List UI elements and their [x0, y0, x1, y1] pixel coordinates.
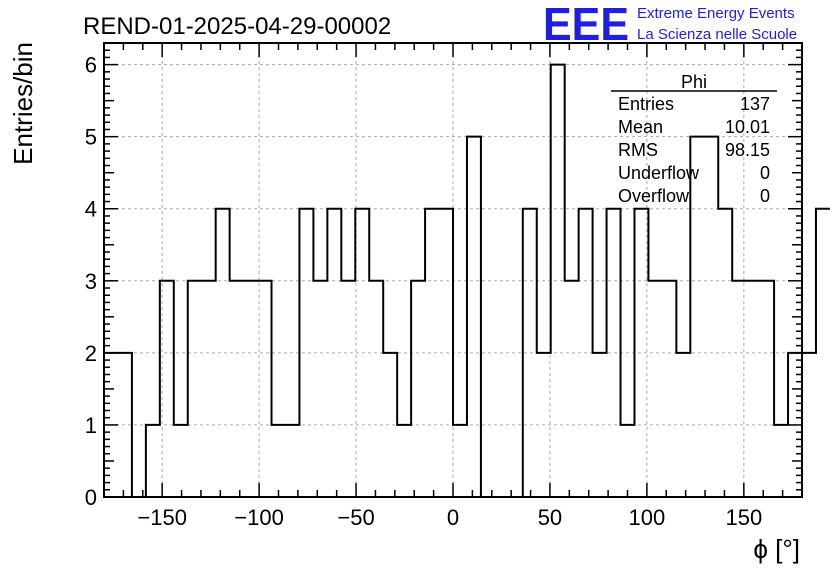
histogram-bin	[327, 209, 341, 497]
histogram-bin	[453, 425, 467, 497]
stats-title: Phi	[681, 72, 707, 92]
histogram-bin	[523, 209, 537, 497]
histogram-bin	[662, 281, 676, 497]
histogram-bin	[802, 353, 816, 497]
histogram-bin	[676, 353, 690, 497]
histogram-bin	[118, 353, 132, 497]
histogram-bin	[551, 65, 565, 497]
stats-value-mean: 10.01	[725, 117, 770, 137]
x-tick-label: −50	[337, 505, 374, 530]
histogram-bin	[690, 137, 704, 497]
histogram-bin	[272, 425, 286, 497]
tick-labels: −150 −100 −50 0 50 100 150 0 1 2 3 4 5 6	[85, 53, 762, 530]
y-tick-label: 1	[85, 413, 97, 438]
histogram-bin	[648, 281, 662, 497]
histogram-bin	[285, 425, 299, 497]
histogram-bin	[369, 281, 383, 497]
x-tick-label: 150	[725, 505, 762, 530]
y-tick-label: 4	[85, 197, 97, 222]
histogram-bin	[188, 281, 202, 497]
y-tick-label: 2	[85, 341, 97, 366]
x-tick-label: 50	[538, 505, 562, 530]
stats-value-entries: 137	[740, 94, 770, 114]
x-tick-label: 100	[629, 505, 666, 530]
y-tick-label: 0	[85, 485, 97, 510]
x-tick-label: −100	[234, 505, 284, 530]
histogram-bin	[760, 281, 774, 497]
tick-marks	[103, 43, 803, 498]
histogram-bin	[174, 425, 188, 497]
x-tick-label: 0	[447, 505, 459, 530]
histogram-bin	[704, 137, 718, 497]
histogram-bin	[411, 281, 425, 497]
histogram-bin	[579, 209, 593, 497]
histogram-bin	[397, 425, 411, 497]
stats-value-overflow: 0	[760, 186, 770, 206]
eee-logo-line2: La Scienza nelle Scuole	[637, 26, 797, 43]
histogram-bin	[634, 209, 648, 497]
histogram-bin	[816, 209, 830, 497]
stats-value-rms: 98.15	[725, 140, 770, 160]
histogram-bin	[718, 209, 732, 497]
histogram-bin	[216, 209, 230, 497]
histogram-bin	[537, 353, 551, 497]
histogram-bin	[439, 209, 453, 497]
eee-logo-mark: EEE	[543, 0, 629, 50]
histogram-bin	[565, 281, 579, 497]
histogram-bin	[732, 281, 746, 497]
x-tick-label: −150	[137, 505, 187, 530]
histogram-bin	[160, 281, 174, 497]
stats-value-underflow: 0	[760, 163, 770, 183]
histogram-bins	[104, 63, 830, 498]
histogram-bin	[258, 281, 272, 497]
stats-label-underflow: Underflow	[618, 163, 700, 183]
histogram-bin	[202, 281, 216, 497]
x-axis-label: ϕ [°]	[753, 534, 800, 564]
stats-label-overflow: Overflow	[618, 186, 690, 206]
chart-title: REND-01-2025-04-29-00002	[83, 13, 391, 40]
stats-label-mean: Mean	[618, 117, 663, 137]
histogram-bin	[341, 281, 355, 497]
histogram-bin	[593, 353, 607, 497]
y-tick-label: 3	[85, 269, 97, 294]
histogram-bin	[146, 425, 160, 497]
stats-box: Phi Entries 137 Mean 10.01 RMS 98.15 Und…	[611, 72, 777, 206]
y-axis-label: Entries/bin	[8, 42, 38, 165]
eee-logo: EEE Extreme Energy Events La Scienza nel…	[543, 0, 797, 50]
histogram-bin	[230, 281, 244, 497]
histogram-bin	[774, 425, 788, 497]
y-tick-label: 5	[85, 125, 97, 150]
stats-label-rms: RMS	[618, 140, 658, 160]
histogram-bin	[299, 209, 313, 497]
histogram-bin	[467, 137, 481, 497]
histogram-bin	[746, 281, 760, 497]
y-tick-label: 6	[85, 53, 97, 78]
eee-logo-line1: Extreme Energy Events	[637, 5, 795, 22]
histogram-bin	[607, 209, 621, 497]
histogram-step-line	[104, 63, 830, 498]
histogram-bin	[621, 425, 635, 497]
histogram-bin	[425, 209, 439, 497]
histogram-bin	[355, 209, 369, 497]
stats-label-entries: Entries	[618, 94, 674, 114]
histogram-bin	[383, 353, 397, 497]
histogram-bin	[313, 281, 327, 497]
histogram-bin	[244, 281, 258, 497]
